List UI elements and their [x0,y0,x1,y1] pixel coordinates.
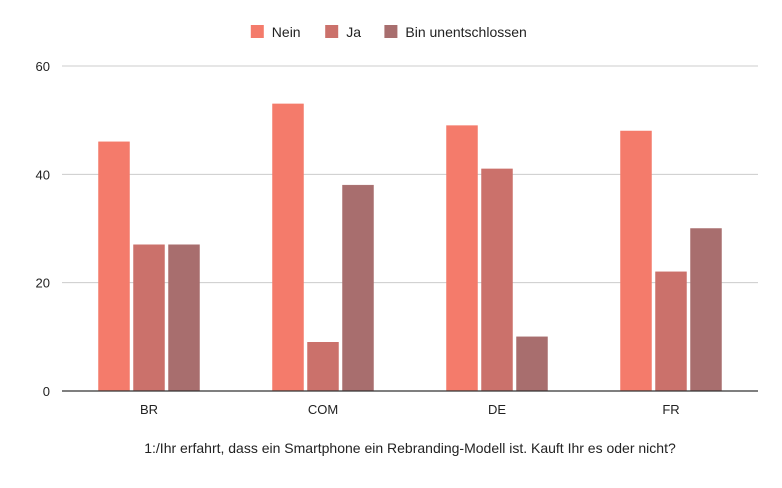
bar-com-1 [307,342,339,392]
bar-de-2 [516,336,548,392]
legend-label: Nein [272,24,301,40]
legend: Nein Ja Bin unentschlossen [250,24,527,40]
bar-com-0 [272,103,304,392]
bar-br-0 [98,141,130,392]
legend-label: Ja [346,24,361,40]
y-tick-label: 20 [36,276,50,291]
gridlines [62,65,758,284]
y-tick-label: 60 [36,59,50,74]
legend-label: Bin unentschlossen [405,24,526,40]
bar-fr-0 [620,130,652,392]
bar-de-1 [481,168,513,392]
x-tick-label: BR [140,402,158,417]
bar-fr-2 [690,228,722,392]
bar-br-2 [168,244,200,392]
bars [98,103,722,392]
y-tick-label: 40 [36,167,50,182]
x-tick-label: COM [308,402,338,417]
bar-com-2 [342,184,374,392]
legend-swatch [384,25,398,38]
y-tick-label: 0 [43,384,50,399]
x-tick-label: FR [662,402,679,417]
x-tick-label: DE [488,402,506,417]
legend-swatch [250,25,264,38]
axes: 0 20 40 60 BR COM DE FR [36,59,758,417]
bar-br-1 [133,244,165,392]
legend-swatch [325,25,339,38]
x-axis-label: 1:/Ihr erfahrt, dass ein Smartphone ein … [144,440,676,456]
bar-fr-1 [655,271,687,392]
bar-de-0 [446,125,478,392]
